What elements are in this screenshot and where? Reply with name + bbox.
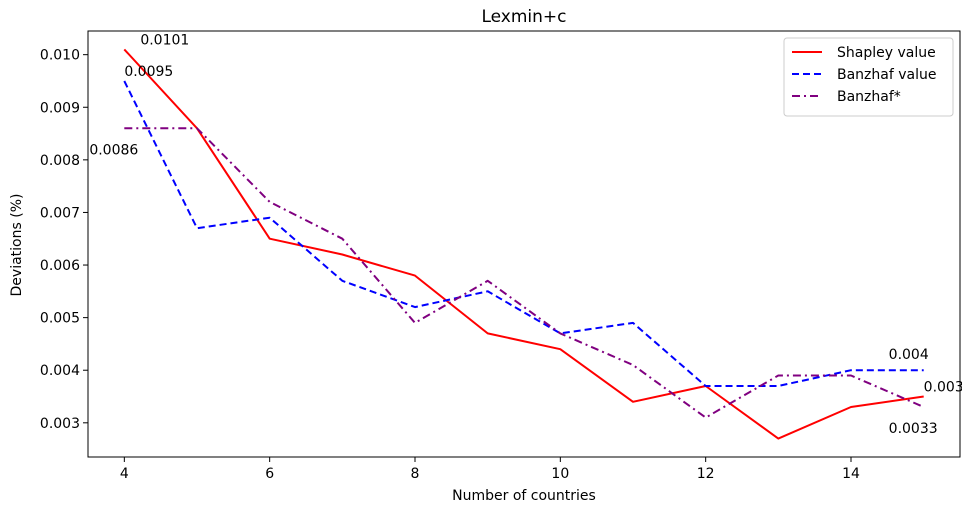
series-line-banzhaf-value xyxy=(123,80,924,387)
y-tick-label: 0.008 xyxy=(40,153,80,169)
y-tick-label: 0.004 xyxy=(40,363,80,379)
data-label: 0.0035 xyxy=(924,380,962,396)
axes-frame xyxy=(87,30,961,458)
legend-label: Shapley value xyxy=(837,45,936,61)
data-annotations: 0.0101 0.0095 0.0086 0.004 0.0035 0.0033 xyxy=(89,32,962,437)
data-label: 0.0095 xyxy=(124,64,173,80)
y-tick-label: 0.007 xyxy=(40,205,80,221)
x-tick-label: 10 xyxy=(551,466,569,482)
plot-area xyxy=(123,48,925,440)
x-tick-label: 4 xyxy=(120,466,129,482)
x-tick-label: 8 xyxy=(411,466,420,482)
legend-label: Banzhaf* xyxy=(837,89,901,105)
data-label: 0.0101 xyxy=(140,32,189,48)
axis-ticks: 4 6 8 10 12 14 0.003 0.004 0.005 0.006 0.007 0.008 0… xyxy=(40,48,860,482)
x-tick-label: 6 xyxy=(265,466,274,482)
y-axis-label: Deviations (%) xyxy=(9,194,25,297)
x-tick-label: 12 xyxy=(697,466,715,482)
legend-label: Banzhaf value xyxy=(837,67,936,83)
y-tick-label: 0.005 xyxy=(40,311,80,327)
chart-title: Lexmin+c xyxy=(481,7,566,27)
data-label: 0.004 xyxy=(889,347,929,363)
y-tick-label: 0.006 xyxy=(40,258,80,274)
y-tick-label: 0.010 xyxy=(40,48,80,64)
y-tick-label: 0.003 xyxy=(40,416,80,432)
y-tick-label: 0.009 xyxy=(40,100,80,116)
x-axis-label: Number of countries xyxy=(452,488,596,504)
data-label: 0.0086 xyxy=(89,142,138,158)
x-tick-label: 14 xyxy=(842,466,860,482)
legend: Shapley value Banzhaf value Banzhaf* xyxy=(783,37,954,117)
legend-box xyxy=(783,37,954,117)
data-label: 0.0033 xyxy=(889,421,938,437)
